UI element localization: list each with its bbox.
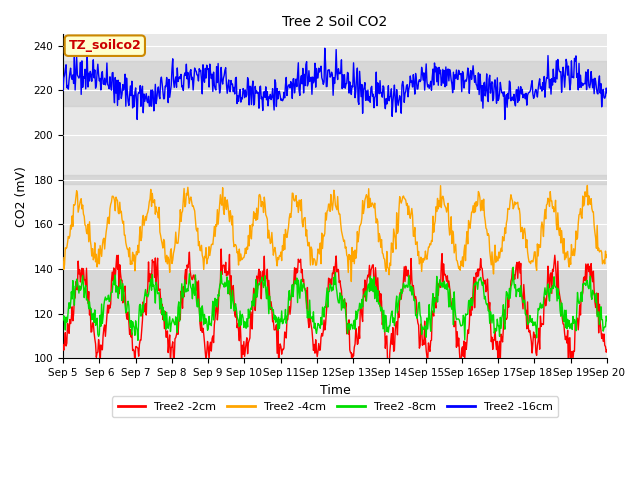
X-axis label: Time: Time [319,384,350,396]
Legend: Tree2 -2cm, Tree2 -4cm, Tree2 -8cm, Tree2 -16cm: Tree2 -2cm, Tree2 -4cm, Tree2 -8cm, Tree… [112,396,558,418]
Bar [63,61,607,106]
Bar [63,269,607,313]
Title: Tree 2 Soil CO2: Tree 2 Soil CO2 [282,15,388,29]
Bar [63,175,607,184]
Text: TZ_soilco2: TZ_soilco2 [68,39,141,52]
Y-axis label: CO2 (mV): CO2 (mV) [15,166,28,227]
